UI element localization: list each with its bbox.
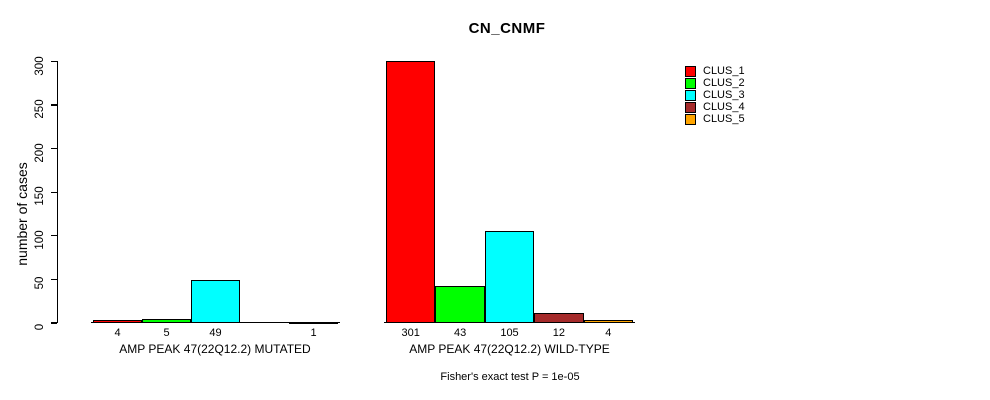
- y-tick: [51, 235, 57, 237]
- legend-entry: CLUS_4: [685, 102, 745, 114]
- y-tick: [51, 191, 57, 193]
- bar-clus_1-group2: [386, 60, 436, 323]
- y-tick-label: 150: [34, 186, 46, 206]
- bar-value-label: 4: [605, 327, 612, 339]
- bar-value-label: 301: [401, 327, 420, 339]
- legend-entry: CLUS_1: [685, 65, 745, 77]
- bar-clus_5-group2: [583, 319, 633, 323]
- bar-clus_4-group2: [534, 312, 584, 323]
- y-tick: [51, 278, 57, 281]
- legend: CLUS_1 CLUS_2 CLUS_3 CLUS_4 CLUS_5: [685, 61, 745, 126]
- legend-entry: CLUS_2: [685, 77, 745, 89]
- y-tick: [51, 60, 57, 63]
- bar-value-label: 4: [114, 327, 121, 339]
- bar-value-label: 12: [552, 327, 566, 339]
- legend-swatch-clus_3: [685, 89, 696, 101]
- legend-swatch-clus_4: [685, 102, 696, 114]
- legend-entry: CLUS_3: [685, 89, 745, 101]
- y-tick: [51, 104, 57, 106]
- y-tick-label: 50: [34, 277, 46, 290]
- bar-clus_2-group1: [142, 318, 191, 323]
- bar-clus_5-group1: [289, 322, 338, 325]
- y-tick-label: 100: [34, 230, 46, 250]
- bar-clus_3-group2: [484, 231, 535, 323]
- bar-value-label: 43: [453, 327, 467, 339]
- legend-swatch-clus_1: [685, 65, 696, 77]
- y-tick-label: 250: [34, 99, 46, 119]
- y-tick-label: 300: [34, 55, 46, 76]
- bar-clus_3-group1: [191, 280, 240, 323]
- bar-clus_1-group1: [93, 319, 142, 323]
- y-axis-label: number of cases: [14, 162, 30, 266]
- y-tick-label: 200: [34, 143, 46, 163]
- y-tick: [51, 322, 57, 324]
- legend-label: CLUS_2: [703, 76, 745, 89]
- bar-value-label: 105: [500, 327, 519, 339]
- group-label-mutated: AMP PEAK 47(22Q12.2) MUTATED: [119, 342, 311, 356]
- y-tick: [51, 148, 57, 150]
- legend-swatch-clus_5: [685, 114, 696, 126]
- bar-value-label: 1: [310, 327, 317, 339]
- y-axis-line: [57, 61, 59, 323]
- legend-label: CLUS_3: [703, 88, 745, 101]
- legend-swatch-clus_2: [685, 77, 696, 89]
- legend-label: CLUS_5: [703, 113, 745, 126]
- fisher-test-annotation: Fisher's exact test P = 1e-05: [440, 371, 580, 383]
- bar-value-label: 5: [163, 327, 170, 339]
- chart-title: CN_CNMF: [468, 20, 546, 37]
- bar-clus_2-group2: [435, 285, 485, 323]
- legend-entry: CLUS_5: [685, 114, 745, 126]
- legend-label: CLUS_4: [703, 101, 745, 114]
- y-tick-label: 0: [34, 323, 46, 331]
- legend-label: CLUS_1: [703, 64, 745, 77]
- group-label-wild-type: AMP PEAK 47(22Q12.2) WILD-TYPE: [409, 342, 610, 356]
- bar-value-label: 49: [209, 327, 222, 339]
